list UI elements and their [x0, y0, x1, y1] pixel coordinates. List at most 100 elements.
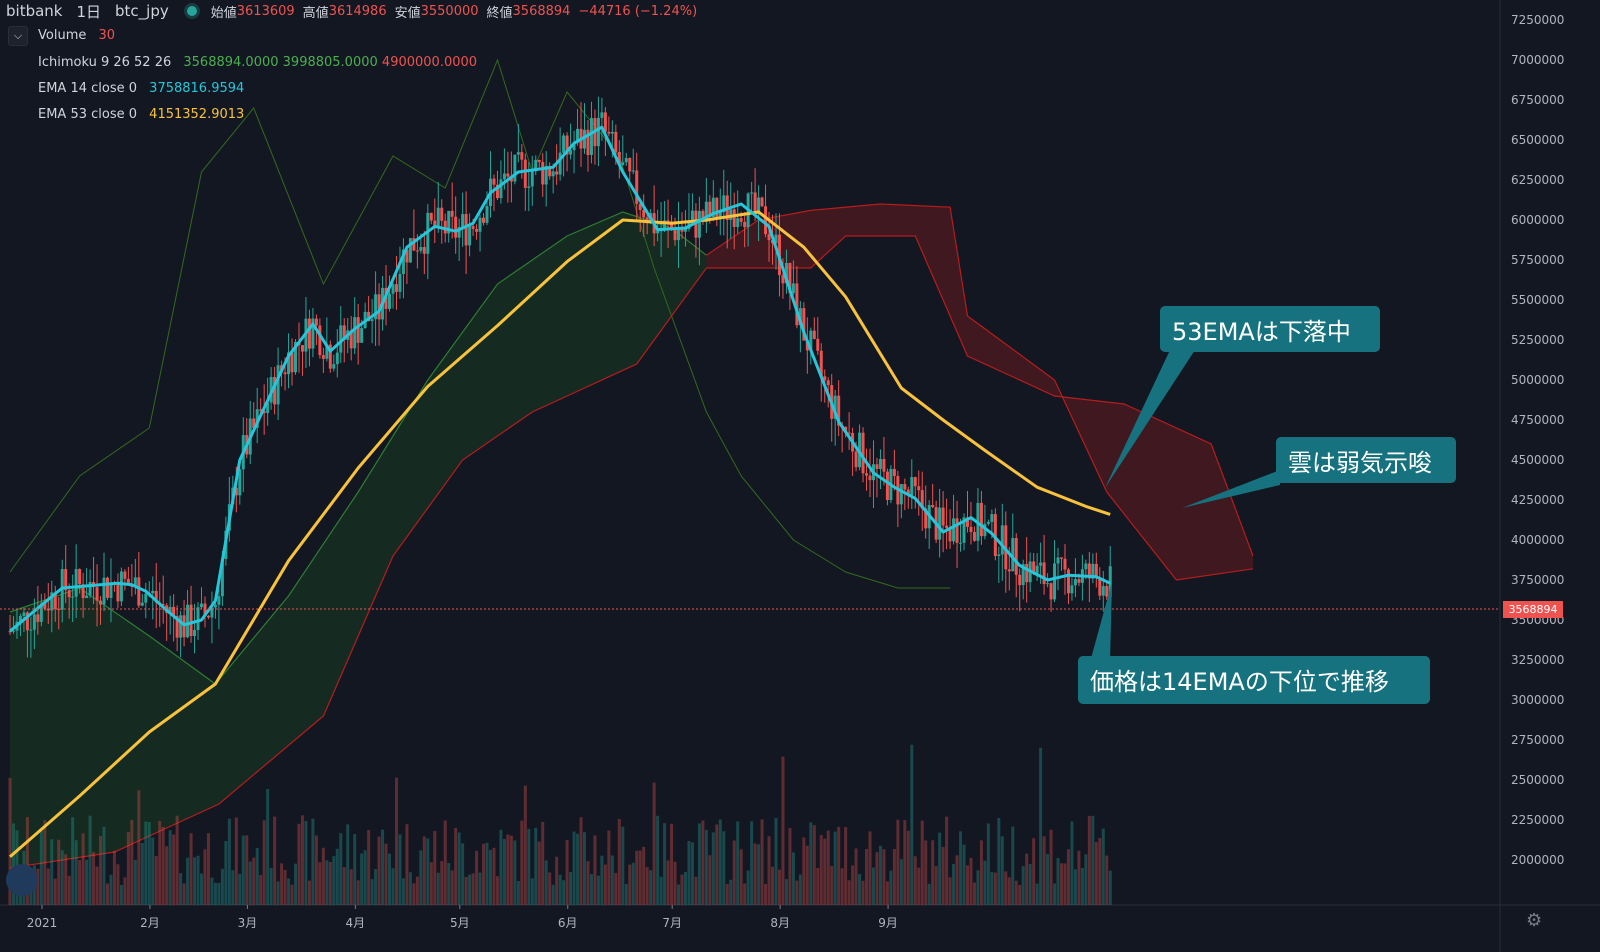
symbol-header: bitbank 1日 btc_jpy 始値 3613609 高値 3614986 安… [0, 0, 705, 22]
candle-body [555, 171, 559, 175]
volume-bar [25, 817, 29, 905]
volume-bar [990, 872, 994, 905]
candle-body [294, 341, 298, 373]
volume-bar [43, 820, 47, 905]
volume-bar [259, 875, 263, 905]
candle-body [527, 186, 531, 188]
legend-volume[interactable]: Volume 30 [38, 28, 115, 43]
volume-bar [945, 816, 949, 905]
candle-body [360, 328, 364, 343]
candle-body [36, 614, 40, 622]
volume-bar [495, 876, 499, 905]
interval[interactable]: 1日 [76, 2, 102, 21]
volume-bar [1018, 884, 1022, 905]
volume-bar [408, 872, 412, 905]
volume-bar [708, 855, 712, 905]
candle-body [784, 262, 788, 284]
candle-body [339, 325, 343, 353]
volume-bar [596, 875, 600, 905]
candle-body [443, 220, 447, 234]
y-tick-label: 2750000 [1511, 733, 1564, 747]
candle-body [544, 165, 548, 185]
volume-bar [976, 870, 980, 905]
volume-bar [71, 817, 75, 905]
candle-body [586, 129, 590, 155]
candle-body [144, 593, 148, 603]
candle-body [374, 294, 378, 320]
legend-collapse-button[interactable]: ⌵ [8, 26, 28, 46]
volume-bar [398, 834, 402, 905]
legend-ichimoku[interactable]: Ichimoku 9 26 52 26 3568894.0000 3998805… [38, 55, 477, 70]
volume-bar [833, 831, 837, 905]
candle-body [791, 283, 795, 294]
volume-bar [934, 866, 938, 905]
volume-bar [694, 876, 698, 905]
candle-body [199, 603, 203, 608]
candle-body [868, 475, 872, 481]
volume-bar [534, 827, 538, 905]
exchange-name[interactable]: bitbank [6, 2, 63, 20]
y-tick-label: 7250000 [1511, 13, 1564, 27]
candle-body [541, 162, 545, 185]
volume-bar [1098, 838, 1102, 905]
candle-body [32, 614, 36, 630]
volume-bar [962, 844, 966, 905]
candle-body [732, 209, 736, 227]
volume-bar [952, 863, 956, 905]
legend-ema14[interactable]: EMA 14 close 0 3758816.9594 [38, 81, 244, 96]
candle-body [565, 135, 569, 155]
candle-body [1046, 583, 1050, 585]
candle-body [701, 210, 705, 222]
candle-body [1000, 525, 1004, 555]
candle-body [1042, 562, 1046, 585]
symbol-name[interactable]: btc_jpy [115, 2, 169, 20]
candle-body [168, 606, 172, 613]
volume-bar [690, 842, 694, 905]
volume-bar [123, 877, 127, 905]
x-tick-label: 4月 [346, 916, 366, 930]
volume-bar [885, 881, 889, 905]
candle-body [816, 338, 820, 351]
volume-bar [158, 820, 162, 905]
volume-bar [711, 832, 715, 905]
candle-body [913, 477, 917, 487]
volume-bar [938, 832, 942, 905]
legend-ema53[interactable]: EMA 53 close 0 4151352.9013 [38, 107, 244, 122]
candle-body [513, 154, 517, 182]
volume-bar [1087, 815, 1091, 905]
volume-bar [809, 822, 813, 905]
volume-bar [1000, 836, 1004, 905]
volume-bar [715, 824, 719, 905]
volume-bar [760, 819, 764, 905]
volume-bar [941, 846, 945, 905]
volume-bar [492, 847, 496, 905]
volume-bar [224, 841, 228, 905]
volume-bar [757, 844, 761, 905]
candle-body [624, 158, 628, 163]
volume-bar [67, 875, 71, 905]
candle-body [715, 197, 719, 219]
volume-bar [1046, 854, 1050, 905]
volume-bar [1004, 871, 1008, 905]
volume-bar [840, 868, 844, 905]
volume-bar [318, 862, 322, 905]
candle-body [861, 432, 865, 474]
volume-bar [346, 824, 350, 905]
candle-body [739, 218, 743, 222]
volume-bar [718, 819, 722, 905]
volume-bar [576, 833, 580, 905]
candle-body [342, 325, 346, 340]
candle-body [1039, 562, 1043, 566]
gear-icon[interactable]: ⚙ [1526, 910, 1543, 931]
open-label: 始値 [210, 5, 237, 21]
candle-body [454, 216, 458, 238]
x-tick-label: 5月 [450, 916, 470, 930]
candle-body [137, 577, 141, 606]
volume-bar [478, 872, 482, 905]
volume-bar [384, 843, 388, 905]
volume-bar [582, 832, 586, 905]
candle-body [1060, 557, 1064, 559]
candle-body [252, 418, 256, 428]
candle-body [1018, 574, 1022, 586]
y-tick-label: 6000000 [1511, 213, 1564, 227]
